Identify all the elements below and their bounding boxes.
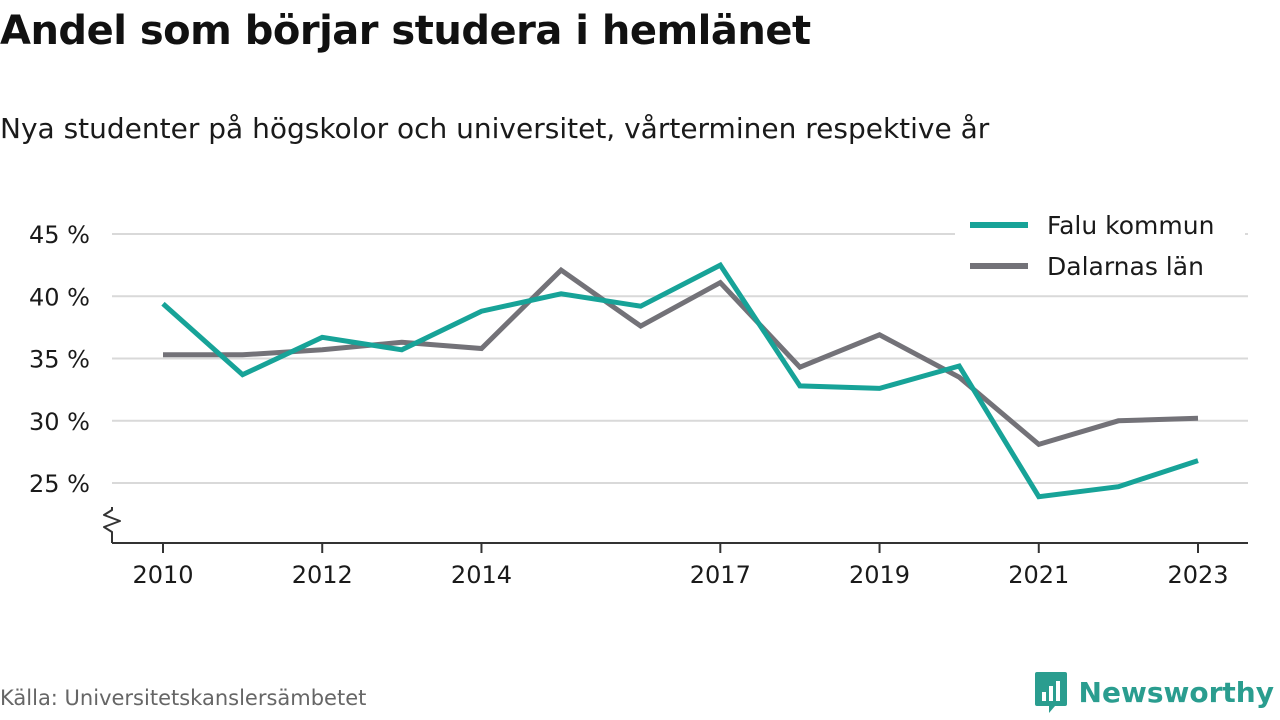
x-axis: 2010 2012 2014 2017 2019 2021 2023 — [103, 507, 1248, 589]
chart-subtitle: Nya studenter på högskolor och universit… — [0, 112, 990, 145]
chart-title: Andel som börjar studera i hemlänet — [0, 8, 811, 54]
legend-background — [955, 207, 1245, 292]
y-tick-label: 40 % — [29, 283, 90, 311]
x-tick-label: 2017 — [690, 561, 751, 589]
y-tick-label: 25 % — [29, 470, 90, 498]
legend: Falu kommun Dalarnas län — [955, 207, 1245, 292]
x-tick-label: 2012 — [292, 561, 353, 589]
axis-break-icon — [103, 507, 121, 543]
y-tick-label: 30 % — [29, 408, 90, 436]
series-line-falu-kommun — [161, 261, 1199, 500]
newsworthy-logo-icon — [1034, 672, 1067, 713]
x-tick-label: 2021 — [1008, 561, 1069, 589]
y-tick-label: 35 % — [29, 346, 90, 374]
x-tick-label: 2010 — [132, 561, 193, 589]
source-note: Källa: Universitetskanslersämbetet — [0, 686, 367, 710]
legend-label: Dalarnas län — [1047, 252, 1204, 281]
series-lines — [161, 261, 1199, 500]
y-tick-label: 45 % — [29, 221, 90, 249]
brand-name: Newsworthy — [1078, 675, 1274, 709]
legend-label: Falu kommun — [1047, 211, 1214, 240]
line-chart: 25 %30 %35 %40 %45 % 2010 2012 2014 2017 201… — [29, 207, 1248, 589]
x-tick-label: 2014 — [451, 561, 512, 589]
x-tick-label: 2019 — [849, 561, 910, 589]
brand-logo[interactable]: Newsworthy — [1033, 670, 1274, 714]
series-line-dalarnas-l-n — [163, 266, 1199, 448]
y-axis-ticks: 25 % 30 % 35 % 40 % 45 % — [29, 221, 90, 498]
x-tick-label: 2023 — [1167, 561, 1228, 589]
